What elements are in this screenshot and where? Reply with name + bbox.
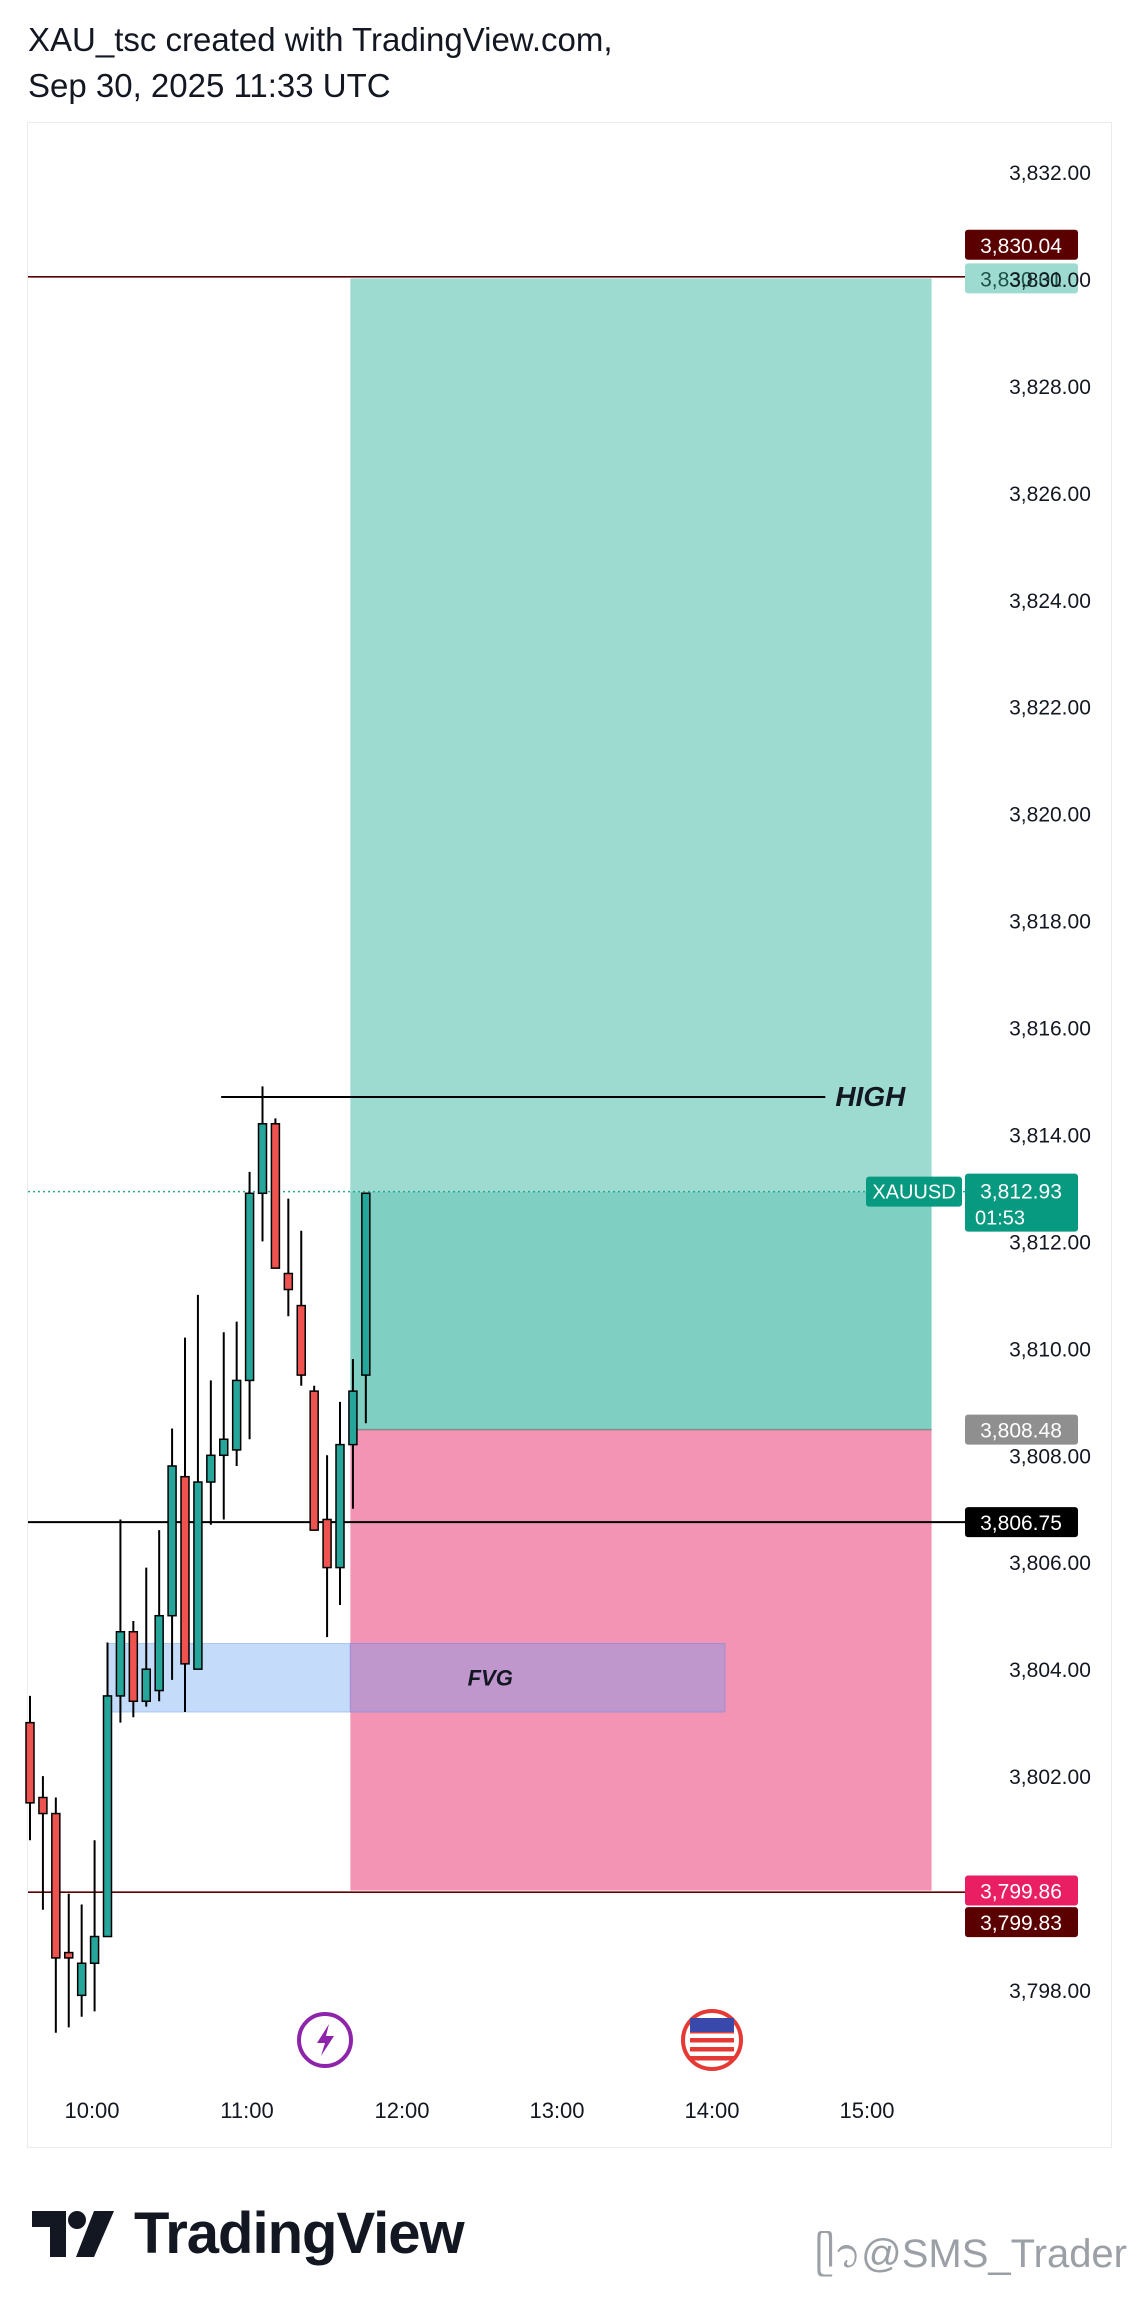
symbol-tag[interactable]: XAUUSD: [866, 1176, 962, 1207]
level-price-tag-1[interactable]: 3,806.75: [965, 1507, 1078, 1538]
y-tick-label: 3,816.00: [1009, 1018, 1091, 1041]
tradingview-logo-text: TradingView: [134, 2201, 465, 2266]
candle-body-7[interactable]: [115, 1630, 126, 1697]
target-price-tag-text: 3,830.01: [980, 268, 1062, 291]
y-tick-label: 3,822.00: [1009, 697, 1091, 720]
target-zone-filled[interactable]: [350, 1191, 932, 1430]
candle-body-2[interactable]: [51, 1812, 61, 1959]
x-tick-label: 15:00: [839, 2098, 894, 2123]
candle-body-6[interactable]: [102, 1695, 113, 1938]
candle-body-17[interactable]: [244, 1192, 255, 1382]
fvg-zone-overlap[interactable]: [349, 1643, 726, 1713]
x-tick-label: 14:00: [684, 2098, 739, 2123]
candle-body-18[interactable]: [257, 1123, 268, 1195]
y-tick-label: 3,810.00: [1009, 1338, 1091, 1361]
stop-price-tag-text: 3,799.86: [980, 1881, 1062, 1904]
chart-title-line2: Sep 30, 2025 11:33 UTC: [28, 67, 391, 104]
candle-body-11[interactable]: [167, 1465, 177, 1617]
us-flag-stripe: [690, 2056, 734, 2061]
candle-body-26[interactable]: [361, 1192, 371, 1376]
level-price-tag-0[interactable]: 3,830.04: [965, 229, 1078, 260]
y-tick-label: 3,806.00: [1009, 1552, 1091, 1575]
current-price-tag-bg: [965, 1173, 1078, 1232]
candle-body-24[interactable]: [335, 1443, 345, 1569]
stop-price-tag[interactable]: 3,799.86: [965, 1875, 1078, 1906]
current-price-tag[interactable]: 3,812.93 01:53: [965, 1173, 1078, 1232]
level-price-tag-2-text: 3,799.83: [980, 1912, 1062, 1935]
entry-price-tag[interactable]: 3,808.48: [965, 1414, 1078, 1445]
candle-body-19[interactable]: [270, 1123, 281, 1269]
us-flag-icon[interactable]: [681, 2009, 743, 2071]
y-tick-label: 3,812.00: [1009, 1231, 1091, 1254]
candle-body-16[interactable]: [231, 1379, 242, 1451]
candle-body-15[interactable]: [219, 1438, 229, 1457]
y-tick-label: 3,814.00: [1009, 1124, 1091, 1147]
level-price-tag-1-bg: [965, 1507, 1078, 1538]
candle-body-5[interactable]: [89, 1935, 100, 1965]
us-flag-stripe: [690, 2038, 734, 2043]
fvg-label: FVG: [468, 1666, 513, 1691]
candle-body-0[interactable]: [25, 1721, 35, 1804]
x-tick-label: 12:00: [374, 2098, 429, 2123]
level-price-tag-0-text: 3,830.04: [980, 235, 1062, 258]
target-price-tag-bg: [965, 263, 1078, 294]
y-tick-label: 3,818.00: [1009, 911, 1091, 934]
candle-body-13[interactable]: [193, 1481, 203, 1670]
us-flag-canton: [690, 2018, 734, 2032]
symbol-tag-text: XAUUSD: [872, 1182, 955, 1204]
level-price-tag-1-text: 3,806.75: [980, 1512, 1062, 1535]
candle-body-10[interactable]: [154, 1614, 164, 1692]
level-price-tag-2[interactable]: 3,799.83: [965, 1907, 1078, 1938]
entry-price-tag-text: 3,808.48: [980, 1420, 1062, 1443]
watermark-icon: ᥫ᭡: [814, 2232, 862, 2276]
target-zone[interactable]: [350, 278, 932, 1192]
candle-body-1[interactable]: [38, 1796, 48, 1815]
entry-price-tag-bg: [965, 1414, 1078, 1445]
y-tick-label: 3,826.00: [1009, 483, 1091, 506]
y-tick-label: 3,832.00: [1009, 162, 1091, 185]
y-tick-label: 3,798.00: [1009, 1980, 1091, 2003]
x-tick-label: 13:00: [529, 2098, 584, 2123]
candle-body-21[interactable]: [296, 1304, 306, 1376]
candle-body-14[interactable]: [206, 1454, 216, 1483]
candle-body-4[interactable]: [76, 1962, 87, 1997]
x-tick-label: 10:00: [64, 2098, 119, 2123]
y-tick-label: 3,828.00: [1009, 376, 1091, 399]
lightning-icon[interactable]: [297, 2012, 353, 2068]
y-tick-label: 3,802.00: [1009, 1766, 1091, 1789]
candle-body-20[interactable]: [283, 1272, 294, 1291]
y-tick-label: 3,824.00: [1009, 590, 1091, 613]
candle-body-23[interactable]: [322, 1518, 332, 1569]
chart-title-line1: XAU_tsc created with TradingView.com,: [28, 21, 613, 58]
us-flag-stripe: [690, 2047, 734, 2052]
x-tick-label: 11:00: [220, 2098, 273, 2123]
countdown-timer: 01:53: [975, 1208, 1025, 1230]
y-tick-label: 3,804.00: [1009, 1659, 1091, 1682]
y-tick-label: 3,808.00: [1009, 1445, 1091, 1468]
watermark-text: @SMS_Trader: [861, 2232, 1127, 2276]
candle-body-9[interactable]: [141, 1668, 151, 1703]
level-price-tag-0-bg: [965, 229, 1078, 260]
watermark: ᥫ᭡@SMS_Trader: [815, 2225, 1127, 2297]
tradingview-logo[interactable]: TradingView: [32, 2200, 465, 2267]
candle-body-25[interactable]: [348, 1390, 358, 1446]
stop-price-tag-bg: [965, 1875, 1078, 1906]
y-tick-label: 3,830.00: [1009, 269, 1091, 292]
symbol-tag-bg: [866, 1176, 962, 1207]
level-price-tag-2-bg: [965, 1907, 1078, 1938]
candle-body-22[interactable]: [309, 1390, 319, 1531]
lightning-icon-bolt: [317, 2024, 334, 2056]
high-label: HIGH: [835, 1081, 906, 1112]
candle-body-8[interactable]: [128, 1630, 139, 1703]
y-tick-label: 3,820.00: [1009, 804, 1091, 827]
candle-body-12[interactable]: [180, 1475, 190, 1665]
current-price-value: 3,812.93: [980, 1181, 1062, 1204]
tradingview-logo-icon: [32, 2210, 114, 2257]
candle-body-3[interactable]: [64, 1951, 74, 1959]
target-price-tag[interactable]: 3,830.01: [965, 263, 1078, 294]
chart-frame[interactable]: [27, 122, 1112, 2148]
